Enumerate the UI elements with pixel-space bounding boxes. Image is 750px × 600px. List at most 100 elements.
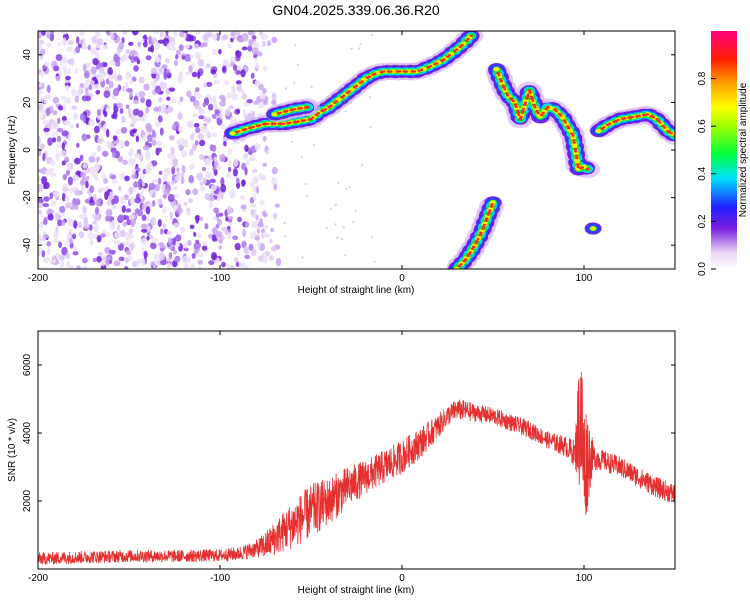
- noise-speckle: [85, 87, 89, 97]
- noise-speckle: [62, 192, 66, 202]
- noise-speckle: [52, 189, 60, 198]
- noise-speckle: [59, 261, 65, 268]
- noise-speckle: [71, 88, 77, 97]
- noise-speckle: [186, 211, 191, 216]
- noise-speckle: [211, 227, 218, 235]
- noise-speckle: [237, 37, 245, 43]
- noise-speckle: [141, 182, 145, 187]
- snr-y-ticks: 2000 4000 6000: [22, 353, 675, 512]
- noise-speckle: [304, 182, 307, 186]
- noise-speckle: [255, 185, 260, 195]
- track-blob: [489, 205, 494, 208]
- track-blob: [382, 70, 386, 73]
- noise-speckle: [61, 37, 67, 46]
- noise-speckle: [38, 44, 42, 52]
- noise-speckle: [207, 103, 214, 111]
- track-blob: [522, 107, 525, 110]
- noise-speckle: [56, 143, 62, 149]
- track-blob: [503, 88, 507, 91]
- noise-speckle: [61, 160, 66, 166]
- noise-speckle: [300, 155, 303, 158]
- noise-speckle: [46, 32, 51, 39]
- noise-speckle: [117, 74, 123, 81]
- noise-speckle: [273, 212, 277, 220]
- track-blob: [490, 203, 494, 206]
- noise-speckle: [242, 228, 246, 238]
- track-blob: [573, 151, 579, 156]
- noise-speckle: [187, 240, 192, 246]
- noise-speckle: [236, 83, 242, 92]
- noise-speckle: [173, 222, 181, 228]
- noise-speckle: [205, 170, 212, 179]
- noise-speckle: [76, 265, 81, 269]
- noise-speckle: [97, 251, 104, 256]
- noise-speckle: [159, 127, 164, 136]
- noise-speckle: [123, 194, 129, 200]
- noise-speckle: [67, 133, 72, 142]
- noise-speckle: [216, 218, 223, 226]
- track-blob: [466, 37, 470, 41]
- noise-speckle: [195, 233, 202, 238]
- noise-speckle: [247, 112, 253, 118]
- noise-speckle: [85, 175, 90, 181]
- track-blob: [454, 48, 459, 51]
- noise-speckle: [38, 209, 43, 215]
- noise-speckle: [42, 152, 46, 162]
- track-blob: [566, 126, 571, 130]
- noise-speckle: [169, 211, 174, 221]
- noise-speckle: [212, 166, 216, 172]
- track-blob: [545, 105, 550, 109]
- noise-speckle: [128, 186, 134, 195]
- noise-speckle: [38, 89, 43, 95]
- noise-speckle: [334, 223, 337, 226]
- noise-speckle: [270, 227, 274, 233]
- noise-speckle: [58, 254, 65, 261]
- noise-speckle: [221, 34, 229, 41]
- noise-speckle: [158, 170, 163, 175]
- noise-speckle: [158, 242, 165, 247]
- noise-speckle: [174, 59, 178, 67]
- noise-speckle: [74, 174, 80, 181]
- noise-speckle: [214, 102, 218, 111]
- noise-speckle: [121, 205, 126, 213]
- noise-speckle: [373, 260, 376, 263]
- noise-speckle: [56, 127, 64, 133]
- noise-speckle: [124, 266, 129, 269]
- noise-speckle: [84, 198, 90, 204]
- noise-speckle: [166, 262, 171, 269]
- noise-speckle: [106, 140, 111, 148]
- noise-speckle: [225, 108, 231, 117]
- noise-speckle: [119, 229, 126, 238]
- noise-speckle: [141, 237, 148, 245]
- track-blob: [229, 131, 236, 136]
- track-blob: [576, 163, 580, 166]
- noise-speckle: [67, 218, 74, 227]
- noise-speckle: [157, 115, 163, 123]
- noise-speckle: [101, 173, 107, 179]
- track-blob: [631, 115, 635, 119]
- noise-speckle: [158, 252, 166, 261]
- noise-speckle: [220, 191, 224, 200]
- noise-speckle: [60, 150, 67, 155]
- noise-speckle: [113, 260, 121, 267]
- noise-speckle: [38, 31, 42, 39]
- noise-speckle: [348, 185, 351, 188]
- noise-speckle: [96, 235, 102, 243]
- track-blob: [497, 75, 503, 80]
- noise-speckle: [46, 84, 51, 93]
- noise-speckle: [80, 171, 87, 179]
- noise-speckle: [162, 222, 166, 230]
- noise-speckle: [85, 62, 91, 68]
- noise-speckle: [158, 97, 163, 103]
- noise-speckle: [243, 154, 248, 161]
- noise-speckle: [350, 47, 353, 50]
- noise-speckle: [177, 100, 181, 105]
- noise-speckle: [216, 117, 221, 122]
- noise-speckle: [196, 242, 201, 249]
- noise-speckle: [271, 177, 278, 186]
- noise-speckle: [128, 228, 134, 234]
- noise-speckle: [199, 108, 206, 116]
- track-blob: [476, 238, 480, 241]
- noise-speckle: [65, 252, 71, 259]
- noise-speckle: [152, 199, 156, 207]
